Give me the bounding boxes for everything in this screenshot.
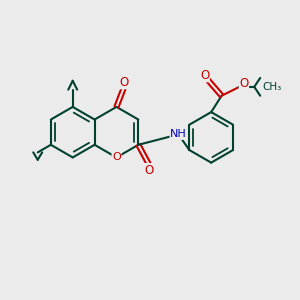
Text: O: O (239, 77, 248, 90)
Text: O: O (119, 76, 128, 89)
Text: CH₃: CH₃ (262, 82, 282, 92)
Text: NH: NH (170, 129, 187, 140)
Text: O: O (144, 164, 153, 177)
Text: O: O (112, 152, 121, 162)
Text: O: O (200, 69, 209, 82)
